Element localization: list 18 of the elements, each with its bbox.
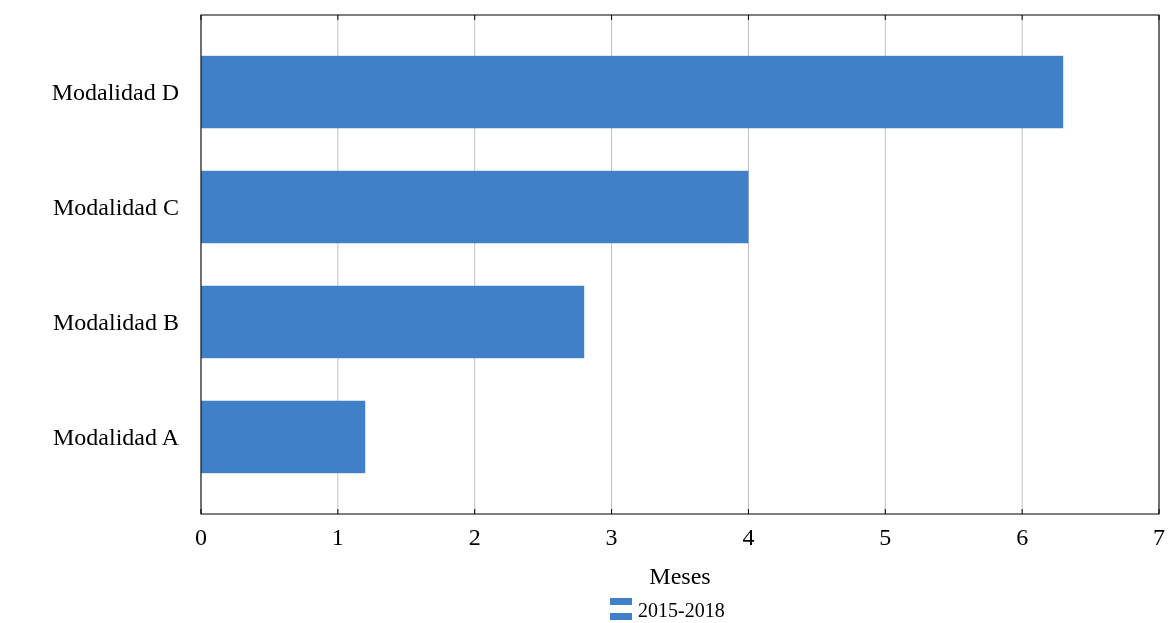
y-tick-label: Modalidad D	[51, 79, 179, 106]
x-tick-label: 1	[331, 524, 344, 550]
y-tick-label: Modalidad B	[53, 308, 179, 335]
x-axis-title: Meses	[649, 563, 711, 589]
legend-label: 2015-2018	[638, 599, 725, 621]
bar	[201, 170, 749, 244]
x-tick-label: 7	[1153, 524, 1165, 550]
bar	[201, 285, 585, 359]
x-tick-label: 0	[195, 524, 207, 550]
x-tick-label: 2	[468, 524, 481, 550]
x-tick-label: 6	[1016, 524, 1029, 550]
bar	[201, 55, 1064, 129]
x-tick-label: 4	[742, 524, 755, 550]
y-tick-label: Modalidad A	[53, 423, 180, 450]
y-tick-label: Modalidad C	[53, 194, 179, 221]
bar	[201, 400, 366, 474]
x-tick-label: 3	[605, 524, 618, 550]
x-tick-label: 5	[879, 524, 892, 550]
